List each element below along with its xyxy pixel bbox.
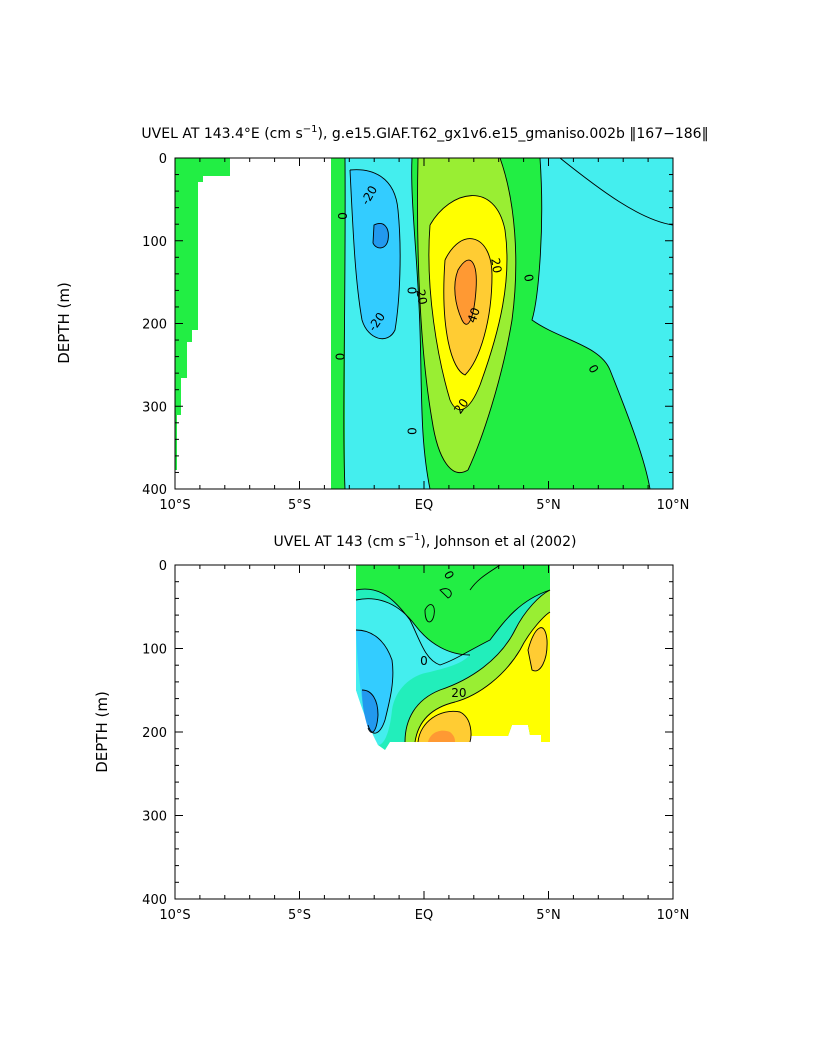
- bottom-x-tick-label: 5°N: [536, 908, 561, 923]
- top-y-tick-label: 200: [142, 318, 167, 333]
- top-x-tick-label: 5°N: [536, 498, 561, 513]
- bottom-y-tick-label: 400: [142, 893, 167, 908]
- bottom-y-tick-label: 300: [142, 810, 167, 825]
- top-cyan-upper-east: [532, 158, 673, 489]
- top-green-column: [331, 158, 345, 489]
- top-y-tick-label: 400: [142, 483, 167, 498]
- top-band-neg-20: [350, 169, 401, 339]
- top-contour-label: 0: [335, 212, 349, 220]
- bottom-panel-title: UVEL AT 143 (cm s−1), Johnson et al (200…: [274, 532, 577, 550]
- top-contour-label: 0: [405, 287, 419, 295]
- bottom-x-tick-label: 5°S: [288, 908, 311, 923]
- bottom-y-tick-label: 0: [159, 559, 167, 574]
- bottom-x-tick-label: 10°S: [159, 908, 190, 923]
- top-x-tick-label: 10°N: [657, 498, 690, 513]
- top-contour-label: 0: [405, 427, 419, 435]
- top-contour-lines: [343, 157, 674, 490]
- top-y-tick-label: 0: [159, 152, 167, 167]
- bottom-y-tick-label: 100: [142, 643, 167, 658]
- bottom-y-axis-label: DEPTH (m): [93, 691, 111, 773]
- top-band-ge-40: [454, 260, 477, 325]
- top-land-strip: [175, 158, 230, 470]
- bottom-band-30-40-east: [528, 627, 548, 671]
- top-x-tick-label: 5°S: [288, 498, 311, 513]
- bottom-x-tick-label: EQ: [415, 908, 433, 923]
- top-band-neg-30: [373, 223, 389, 248]
- top-x-tick-label: 10°S: [159, 498, 190, 513]
- bottom-y-tick-label: 200: [142, 726, 167, 741]
- bottom-velocity-field: [355, 564, 551, 750]
- bottom-band-0-10: [356, 565, 550, 665]
- bottom-band-20-30: [415, 612, 550, 742]
- bottom-x-tick-label: 10°N: [657, 908, 690, 923]
- top-y-tick-label: 300: [142, 400, 167, 415]
- bottom-band-ge-40: [428, 730, 455, 742]
- top-contour-label: 40: [465, 306, 483, 325]
- bottom-contour-lines: [355, 564, 551, 743]
- top-panel: UVEL AT 143.4°E (cm s−1), g.e15.GIAF.T62…: [55, 124, 709, 513]
- top-contour-label: 0: [521, 273, 536, 283]
- top-contour-label: 0: [332, 353, 346, 361]
- top-velocity-field: [175, 157, 674, 490]
- top-y-tick-label: 100: [142, 235, 167, 250]
- bottom-contour-label: 0: [420, 654, 428, 668]
- top-panel-title: UVEL AT 143.4°E (cm s−1), g.e15.GIAF.T62…: [141, 124, 708, 142]
- bottom-panel: UVEL AT 143 (cm s−1), Johnson et al (200…: [93, 532, 689, 923]
- top-x-tick-label: EQ: [415, 498, 433, 513]
- top-y-axis-label: DEPTH (m): [55, 282, 73, 364]
- top-contour-label: 20: [413, 288, 429, 305]
- top-contour-label: 20: [488, 257, 504, 274]
- bottom-contour-label: 20: [451, 686, 466, 700]
- bottom-band-neg-30: [362, 690, 378, 733]
